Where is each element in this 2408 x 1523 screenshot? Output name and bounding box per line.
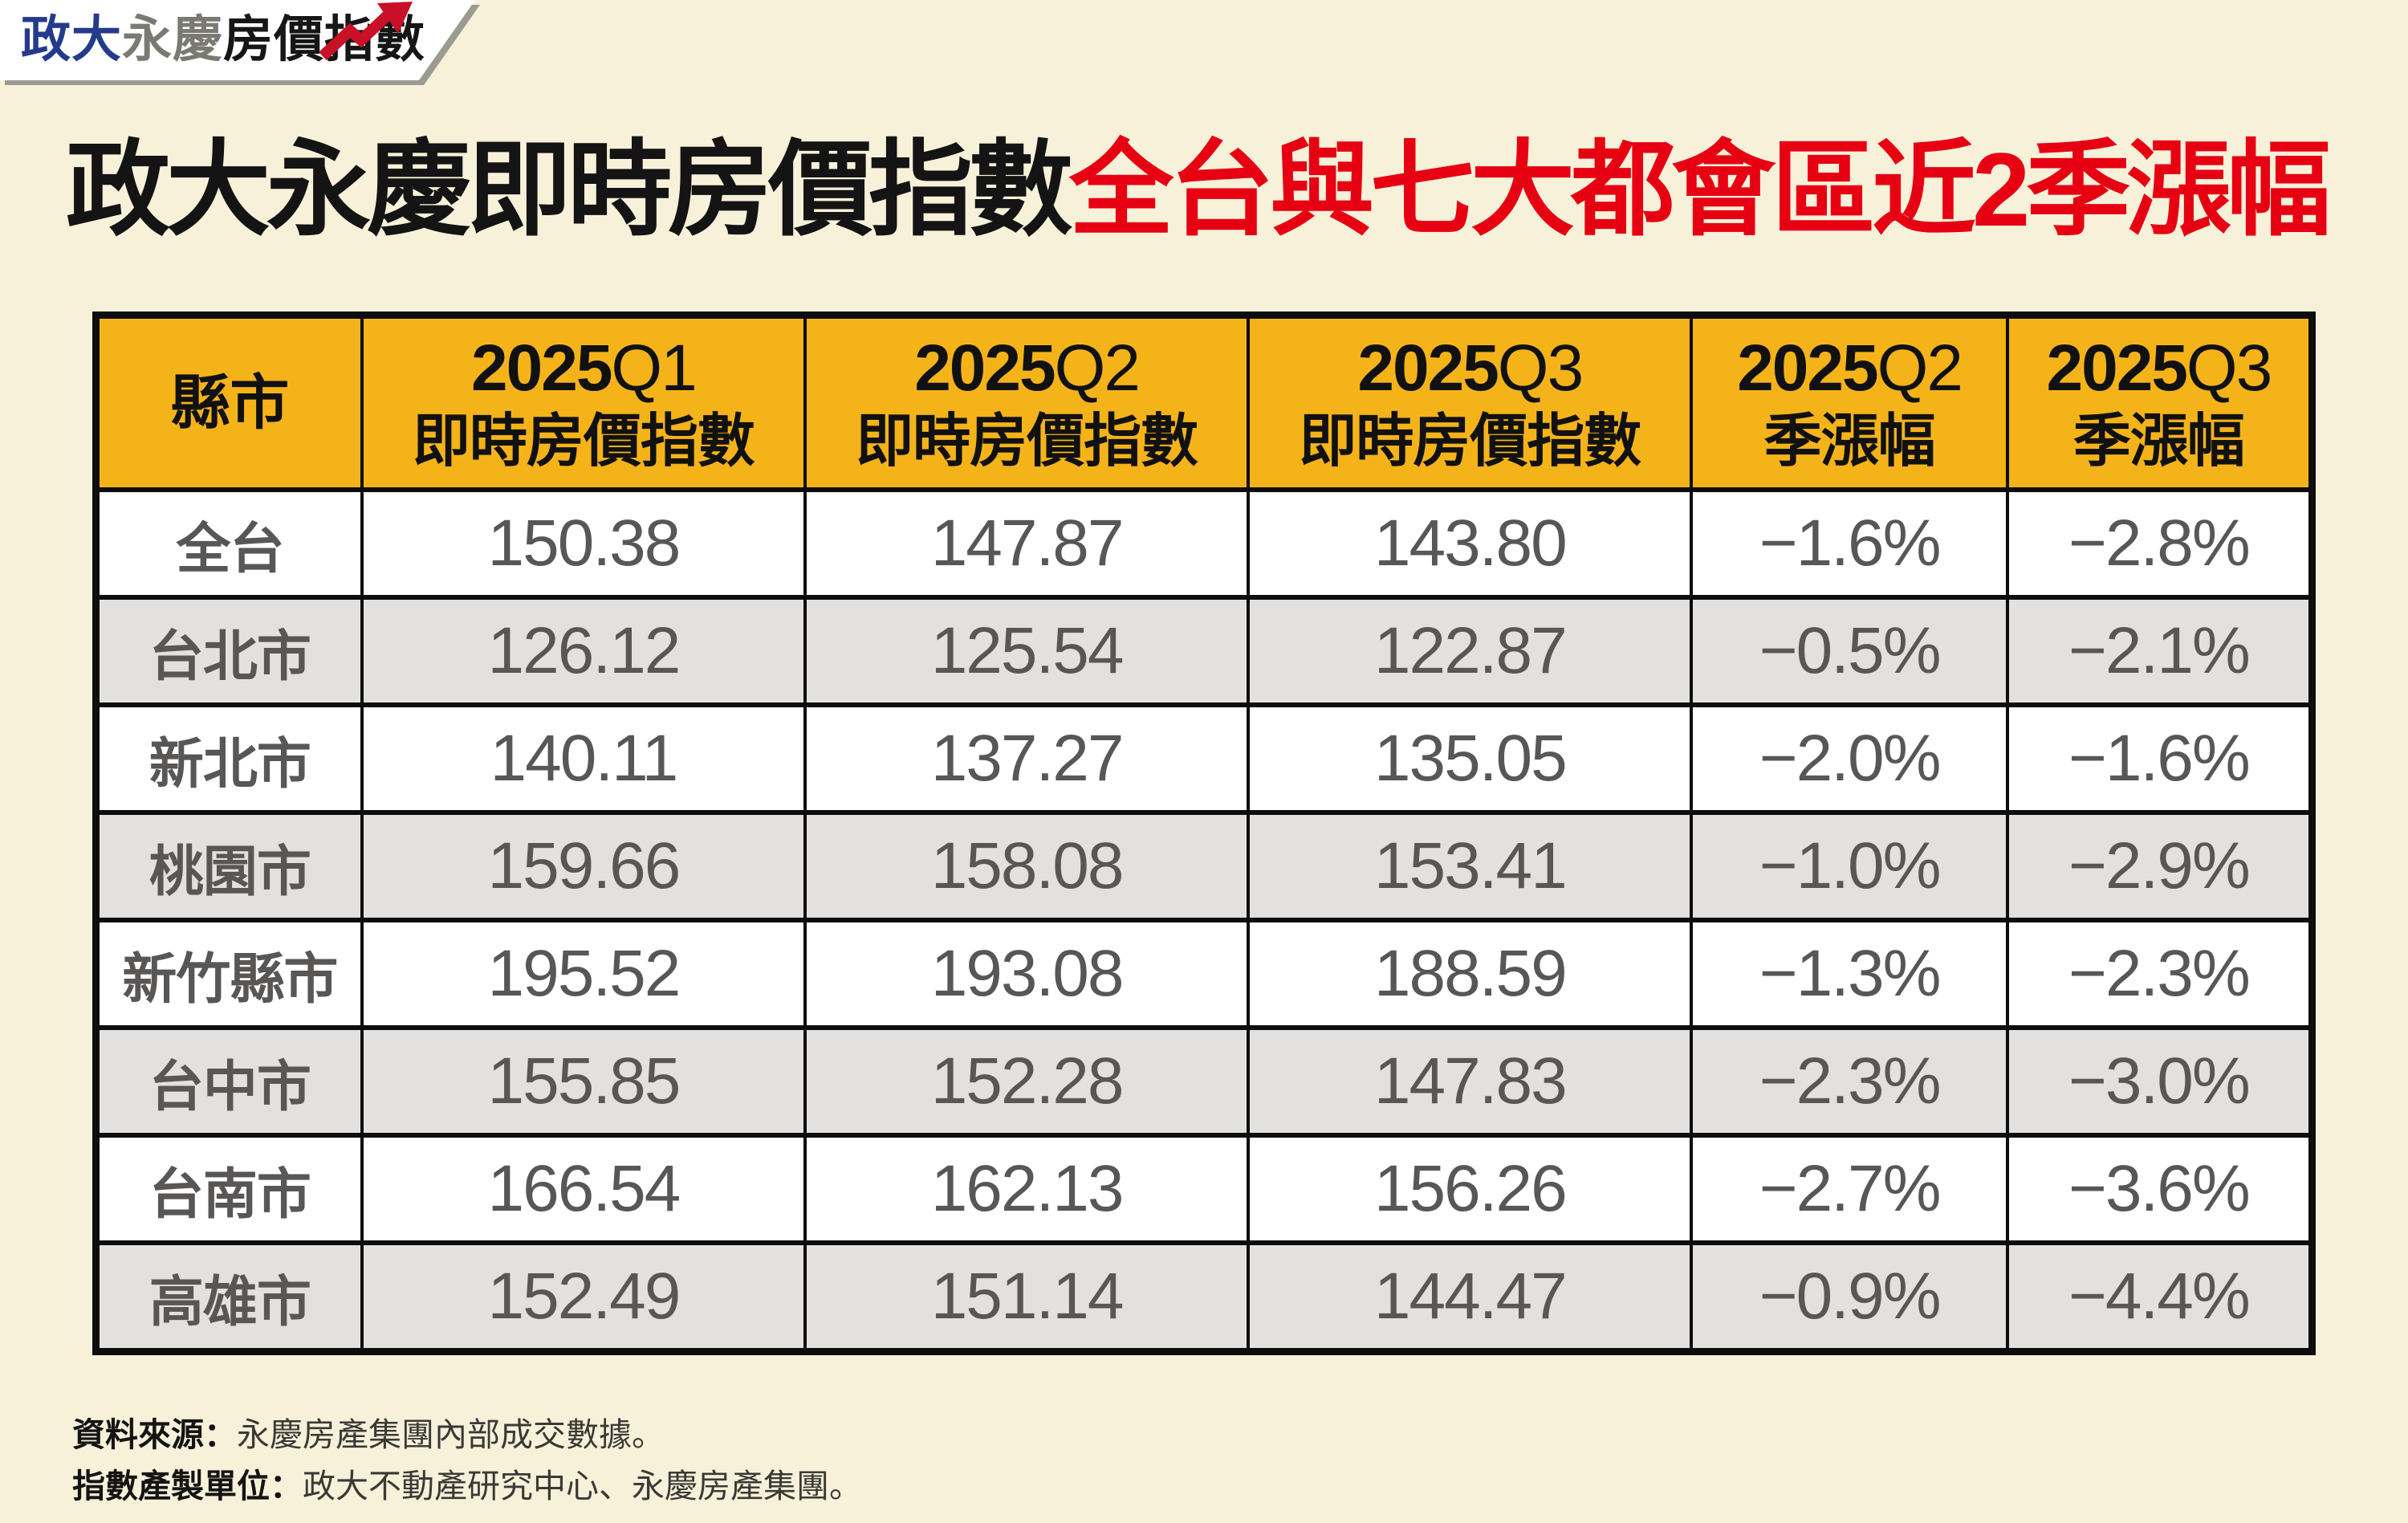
col2-quarter: Q2 — [1054, 332, 1141, 405]
table-row-national: 全台 150.38 147.87 143.80 −1.6% −2.8% — [94, 487, 2314, 600]
table-row-taichung: 台中市 155.85 152.28 147.83 −2.3% −3.0% — [94, 1025, 2314, 1138]
col3-subtitle: 即時房價指數 — [1299, 409, 1641, 474]
cell-city: 台北市 — [94, 595, 364, 707]
col4-subtitle: 季漲幅 — [1763, 409, 1936, 474]
col4-quarter: Q2 — [1877, 332, 1963, 405]
col5-year: 2025 — [2046, 332, 2188, 405]
table-row-kaohsiung: 高雄市 152.49 151.14 144.47 −0.9% −4.4% — [94, 1240, 2314, 1354]
cell-q3-change: −3.6% — [2005, 1133, 2314, 1245]
cell-q2-change: −2.3% — [1690, 1025, 2009, 1138]
logo-banner-shape: 政大永慶房價指數 — [0, 0, 475, 80]
cell-city: 桃園市 — [94, 810, 364, 922]
cell-q3-change: −2.3% — [2005, 918, 2314, 1030]
cell-q3-index: 143.80 — [1247, 487, 1694, 600]
cell-q2-change: −1.3% — [1690, 918, 2009, 1030]
cell-q2-change: −0.5% — [1690, 595, 2009, 707]
cell-q1-index: 155.85 — [360, 1025, 807, 1138]
cell-q2-change: −0.9% — [1690, 1240, 2009, 1354]
cell-q2-change: −2.0% — [1690, 702, 2009, 815]
producer-text: 政大不動產研究中心、永慶房產集團。 — [303, 1467, 862, 1505]
source-text: 永慶房產集團內部成交數據。 — [237, 1416, 665, 1453]
title-black-part: 政大永慶即時房價指數 — [66, 131, 1073, 248]
cell-q1-index: 152.49 — [360, 1240, 807, 1354]
col5-quarter: Q3 — [2186, 332, 2272, 405]
title-red-part: 全台與七大都會區近2季漲幅 — [1069, 131, 2331, 248]
cell-q2-index: 147.87 — [803, 487, 1251, 600]
cell-q3-index: 147.83 — [1247, 1025, 1694, 1138]
col-header-2025q1-index: 2025Q1 即時房價指數 — [360, 312, 807, 492]
table-row-tainan: 台南市 166.54 162.13 156.26 −2.7% −3.6% — [94, 1133, 2314, 1245]
cell-q3-index: 156.26 — [1247, 1133, 1694, 1245]
footer-notes: 資料來源：永慶房產集團內部成交數據。 指數產製單位：政大不動產研究中心、永慶房產… — [72, 1410, 862, 1512]
col4-year: 2025 — [1737, 332, 1878, 405]
cell-q3-index: 188.59 — [1247, 918, 1694, 1030]
cell-city: 台中市 — [94, 1025, 364, 1138]
col-header-city-label: 縣市 — [170, 369, 290, 437]
cell-q2-change: −1.6% — [1690, 487, 2009, 600]
cell-q2-index: 158.08 — [803, 810, 1251, 922]
cell-q3-change: −2.1% — [2005, 595, 2314, 707]
price-index-table: 縣市 2025Q1 即時房價指數 2025Q2 即時房價指數 2025Q3 即時… — [92, 312, 2316, 1355]
col1-year: 2025 — [471, 332, 612, 405]
cell-q3-index: 122.87 — [1247, 595, 1694, 707]
cell-q1-index: 159.66 — [360, 810, 807, 922]
producer-note: 指數產製單位：政大不動產研究中心、永慶房產集團。 — [72, 1461, 862, 1513]
cell-q1-index: 195.52 — [360, 918, 807, 1030]
cell-q1-index: 150.38 — [360, 487, 807, 600]
col1-quarter: Q1 — [611, 332, 697, 405]
cell-q1-index: 126.12 — [360, 595, 807, 707]
cell-q3-change: −3.0% — [2005, 1025, 2314, 1138]
source-note: 資料來源：永慶房產集團內部成交數據。 — [72, 1410, 862, 1461]
table-row-newtaipei: 新北市 140.11 137.27 135.05 −2.0% −1.6% — [94, 702, 2314, 815]
cell-q2-index: 162.13 — [803, 1133, 1251, 1245]
cell-q2-index: 152.28 — [803, 1025, 1251, 1138]
cell-q2-change: −1.0% — [1690, 810, 2009, 922]
cell-q1-index: 166.54 — [360, 1133, 807, 1245]
brand-logo: 政大永慶房價指數 — [21, 15, 425, 65]
cell-q3-change: −1.6% — [2005, 702, 2314, 815]
cell-city: 新北市 — [94, 702, 364, 815]
logo-part-blue: 政大 — [21, 12, 123, 67]
table-body: 全台 150.38 147.87 143.80 −1.6% −2.8% 台北市 … — [94, 487, 2314, 1354]
cell-q3-index: 153.41 — [1247, 810, 1694, 922]
col-header-city: 縣市 — [94, 312, 364, 492]
cell-q1-index: 140.11 — [360, 702, 807, 815]
cell-q3-change: −4.4% — [2005, 1240, 2314, 1354]
cell-q3-change: −2.8% — [2005, 487, 2314, 600]
cell-q2-index: 125.54 — [803, 595, 1251, 707]
cell-q2-index: 193.08 — [803, 918, 1251, 1030]
trend-up-arrow-icon — [319, 2, 413, 61]
cell-q3-change: −2.9% — [2005, 810, 2314, 922]
col5-subtitle: 季漲幅 — [2072, 409, 2245, 474]
table-row-taipei: 台北市 126.12 125.54 122.87 −0.5% −2.1% — [94, 595, 2314, 707]
col3-quarter: Q3 — [1497, 332, 1584, 405]
cell-q2-change: −2.7% — [1690, 1133, 2009, 1245]
col-header-2025q3-index: 2025Q3 即時房價指數 — [1247, 312, 1694, 492]
col3-year: 2025 — [1357, 332, 1499, 405]
logo-part-gray: 永慶 — [122, 12, 224, 67]
col2-year: 2025 — [914, 332, 1056, 405]
header-row: 縣市 2025Q1 即時房價指數 2025Q2 即時房價指數 2025Q3 即時… — [94, 312, 2314, 492]
col-header-2025q2-change: 2025Q2 季漲幅 — [1690, 312, 2009, 492]
cell-city: 台南市 — [94, 1133, 364, 1245]
cell-city: 高雄市 — [94, 1240, 364, 1354]
cell-q2-index: 151.14 — [803, 1240, 1251, 1354]
source-label: 資料來源： — [72, 1416, 237, 1453]
table-header: 縣市 2025Q1 即時房價指數 2025Q2 即時房價指數 2025Q3 即時… — [94, 312, 2314, 492]
col-header-2025q3-change: 2025Q3 季漲幅 — [2005, 312, 2314, 492]
col-header-2025q2-index: 2025Q2 即時房價指數 — [803, 312, 1251, 492]
table-row-hsinchu: 新竹縣市 195.52 193.08 188.59 −1.3% −2.3% — [94, 918, 2314, 1030]
table-row-taoyuan: 桃園市 159.66 158.08 153.41 −1.0% −2.9% — [94, 810, 2314, 922]
logo-banner: 政大永慶房價指數 — [0, 0, 482, 80]
col2-subtitle: 即時房價指數 — [856, 409, 1198, 474]
cell-city: 全台 — [94, 487, 364, 600]
cell-city: 新竹縣市 — [94, 918, 364, 1030]
cell-q3-index: 135.05 — [1247, 702, 1694, 815]
page-title: 政大永慶即時房價指數全台與七大都會區近2季漲幅 — [66, 135, 2353, 245]
cell-q3-index: 144.47 — [1247, 1240, 1694, 1354]
producer-label: 指數產製單位： — [72, 1467, 303, 1505]
col1-subtitle: 即時房價指數 — [412, 409, 755, 474]
cell-q2-index: 137.27 — [803, 702, 1251, 815]
